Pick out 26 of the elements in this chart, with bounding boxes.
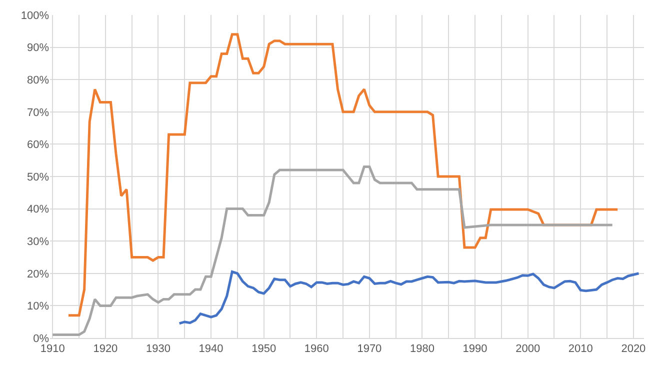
y-tick-label: 30% — [26, 236, 50, 248]
x-tick-label: 1940 — [198, 343, 224, 356]
y-tick-label: 10% — [26, 300, 50, 313]
y-tick-label: 20% — [26, 268, 50, 280]
x-tick-label: 2020 — [621, 343, 646, 356]
y-tick-label: 80% — [26, 74, 50, 86]
y-tick-label: 50% — [26, 171, 50, 184]
x-tick-label: 1970 — [357, 343, 382, 356]
x-tick-label: 1960 — [304, 343, 329, 356]
x-tick-label: 2010 — [568, 343, 593, 356]
y-tick-label: 40% — [26, 204, 50, 216]
line-series — [67, 33, 619, 317]
line-series — [178, 270, 640, 325]
x-tick-label: 1980 — [410, 343, 434, 356]
y-tick-label: 70% — [26, 106, 50, 119]
y-tick-label: 90% — [26, 42, 50, 54]
x-tick-label: 1910 — [40, 343, 65, 356]
x-tick-label: 2000 — [516, 343, 540, 356]
x-tick-label: 1950 — [252, 343, 276, 356]
y-tick-label: 0% — [33, 332, 50, 345]
y-tick-label: 60% — [26, 139, 50, 152]
x-tick-label: 1930 — [146, 343, 170, 356]
x-tick-label: 1920 — [93, 343, 118, 356]
x-tick-label: 1990 — [462, 343, 488, 356]
line-series — [51, 166, 614, 336]
y-tick-label: 100% — [20, 10, 50, 22]
